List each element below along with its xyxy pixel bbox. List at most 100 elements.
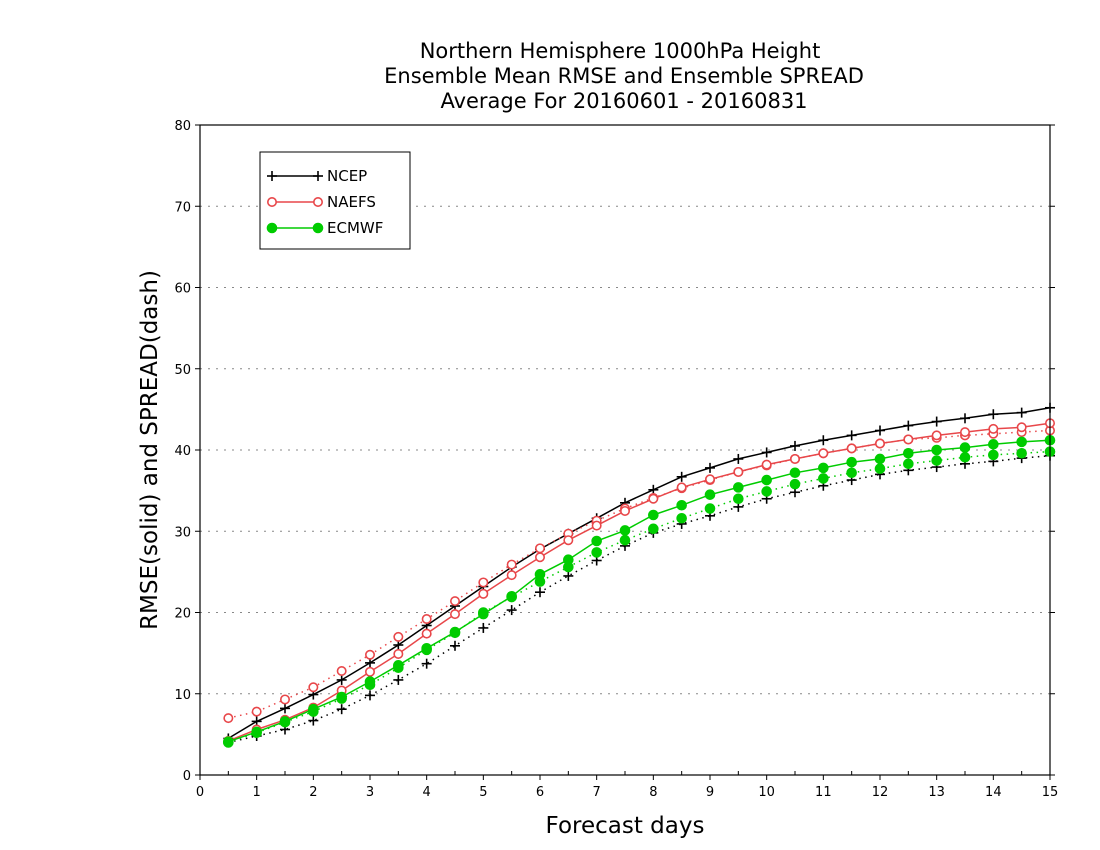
ecmwf-spread-point xyxy=(648,523,659,535)
ecmwf-rmse-point xyxy=(988,439,999,450)
ecmwf-spread-point xyxy=(818,473,829,484)
ecmwf-rmse-point xyxy=(733,482,744,493)
naefs-spread-point xyxy=(223,713,234,724)
ecmwf-spread-point xyxy=(988,449,999,461)
ecmwf-rmse-point xyxy=(676,499,687,511)
x-tick-label: 3 xyxy=(366,785,374,800)
ncep-spread-line xyxy=(228,454,1051,744)
ncep-rmse-point xyxy=(761,447,772,458)
naefs-spread-point xyxy=(506,559,517,570)
x-tick-label: 2 xyxy=(309,785,317,800)
naefs-rmse-point xyxy=(704,474,715,485)
naefs-rmse-point xyxy=(364,666,375,677)
ncep-rmse-point xyxy=(280,703,290,714)
ncep-spread-point xyxy=(365,690,375,701)
x-tick-label: 5 xyxy=(479,785,487,800)
x-tick-label: 11 xyxy=(815,785,832,800)
naefs-spread-point xyxy=(449,596,460,607)
ecmwf-rmse-point xyxy=(818,462,829,474)
ecmwf-spread-point xyxy=(676,512,687,524)
ecmwf-rmse-point xyxy=(449,626,461,638)
naefs-rmse-point xyxy=(874,438,885,449)
legend-item-ncep: NCEP xyxy=(267,167,367,185)
title-line-1: Northern Hemisphere 1000hPa Height xyxy=(420,39,821,63)
legend-items: NCEP NAEFS ECMWF xyxy=(266,167,383,237)
ncep-spread-point xyxy=(478,622,489,633)
legend-item-naefs: NAEFS xyxy=(266,193,376,211)
y-tick-label: 10 xyxy=(174,688,191,703)
x-tick-label: 10 xyxy=(758,785,775,800)
ecmwf-rmse-point xyxy=(336,691,347,703)
legend-box xyxy=(259,151,411,250)
ecmwf-rmse-point xyxy=(478,608,489,620)
ecmwf-rmse-point xyxy=(308,703,319,715)
naefs-rmse-point xyxy=(449,609,460,620)
x-axis-label: Forecast days xyxy=(546,813,705,839)
ecmwf-spread-point xyxy=(591,547,602,558)
ecmwf-rmse-line xyxy=(228,439,1051,743)
ecmwf-spread-point xyxy=(761,486,772,497)
naefs-spread-line xyxy=(228,429,1051,719)
y-tick-label: 30 xyxy=(174,525,191,540)
chart-title: Northern Hemisphere 1000hPa Height Ensem… xyxy=(384,39,864,113)
title-line-2: Ensemble Mean RMSE and Ensemble SPREAD xyxy=(384,64,864,88)
y-axis-ticks: 0 10 20 30 40 50 60 70 80 xyxy=(174,119,1055,784)
ecmwf-rmse-point xyxy=(223,736,234,747)
ecmwf-rmse-point xyxy=(761,474,772,486)
x-tick-label: 6 xyxy=(536,785,544,800)
naefs-rmse-point xyxy=(393,648,404,659)
ecmwf-spread-series xyxy=(223,446,1056,748)
ecmwf-rmse-point xyxy=(648,509,659,521)
ecmwf-rmse-point xyxy=(279,716,291,727)
naefs-spread-point xyxy=(251,706,262,717)
ecmwf-rmse-point xyxy=(421,642,432,654)
ecmwf-rmse-point xyxy=(846,456,857,468)
ncep-rmse-point xyxy=(875,425,885,436)
legend-marker xyxy=(312,197,323,208)
x-tick-label: 7 xyxy=(593,785,601,800)
naefs-spread-point xyxy=(421,613,432,624)
ncep-spread-point xyxy=(308,715,319,726)
ecmwf-rmse-point xyxy=(534,569,546,580)
legend-marker xyxy=(312,222,324,234)
y-tick-label: 0 xyxy=(183,769,191,784)
x-tick-label: 1 xyxy=(253,785,261,800)
ecmwf-spread-point xyxy=(874,463,886,474)
ecmwf-spread-point xyxy=(619,534,631,546)
legend: NCEP NAEFS ECMWF xyxy=(259,151,411,250)
x-tick-label: 9 xyxy=(706,785,714,800)
title-line-3: Average For 20160601 - 20160831 xyxy=(440,89,807,113)
ecmwf-rmse-point xyxy=(1016,436,1027,448)
naefs-rmse-point xyxy=(761,459,772,470)
ncep-spread-point xyxy=(506,605,517,616)
naefs-spread-point xyxy=(279,694,290,705)
naefs-spread-point xyxy=(336,665,347,676)
ecmwf-rmse-point xyxy=(874,453,886,465)
legend-marker xyxy=(313,171,323,181)
ecmwf-rmse-point xyxy=(563,554,574,565)
ncep-rmse-line xyxy=(227,406,1051,740)
ecmwf-rmse-point xyxy=(903,447,914,459)
naefs-spread-point xyxy=(478,577,489,588)
ecmwf-rmse-point xyxy=(931,444,942,456)
naefs-rmse-point xyxy=(846,443,857,454)
naefs-spread-point xyxy=(364,649,375,660)
naefs-rmse-point xyxy=(648,493,659,504)
ecmwf-rmse-point xyxy=(506,590,517,602)
ecmwf-spread-point xyxy=(1016,447,1027,459)
x-tick-label: 14 xyxy=(985,785,1002,800)
ecmwf-spread-point xyxy=(846,467,857,479)
naefs-spread-point xyxy=(308,682,319,693)
ncep-spread-point xyxy=(535,587,545,598)
ncep-spread-point xyxy=(421,658,432,669)
ncep-rmse-point xyxy=(336,674,347,685)
ecmwf-rmse-series xyxy=(223,434,1056,747)
ecmwf-rmse-point xyxy=(959,442,971,453)
legend-marker xyxy=(266,222,278,234)
legend-item-ecmwf: ECMWF xyxy=(266,219,383,237)
ecmwf-spread-point xyxy=(704,503,716,514)
legend-marker xyxy=(266,197,277,208)
x-tick-label: 4 xyxy=(423,785,431,800)
x-axis-ticks: 0 1 2 3 4 5 6 7 8 9 10 11 12 13 14 15 xyxy=(196,771,1058,800)
